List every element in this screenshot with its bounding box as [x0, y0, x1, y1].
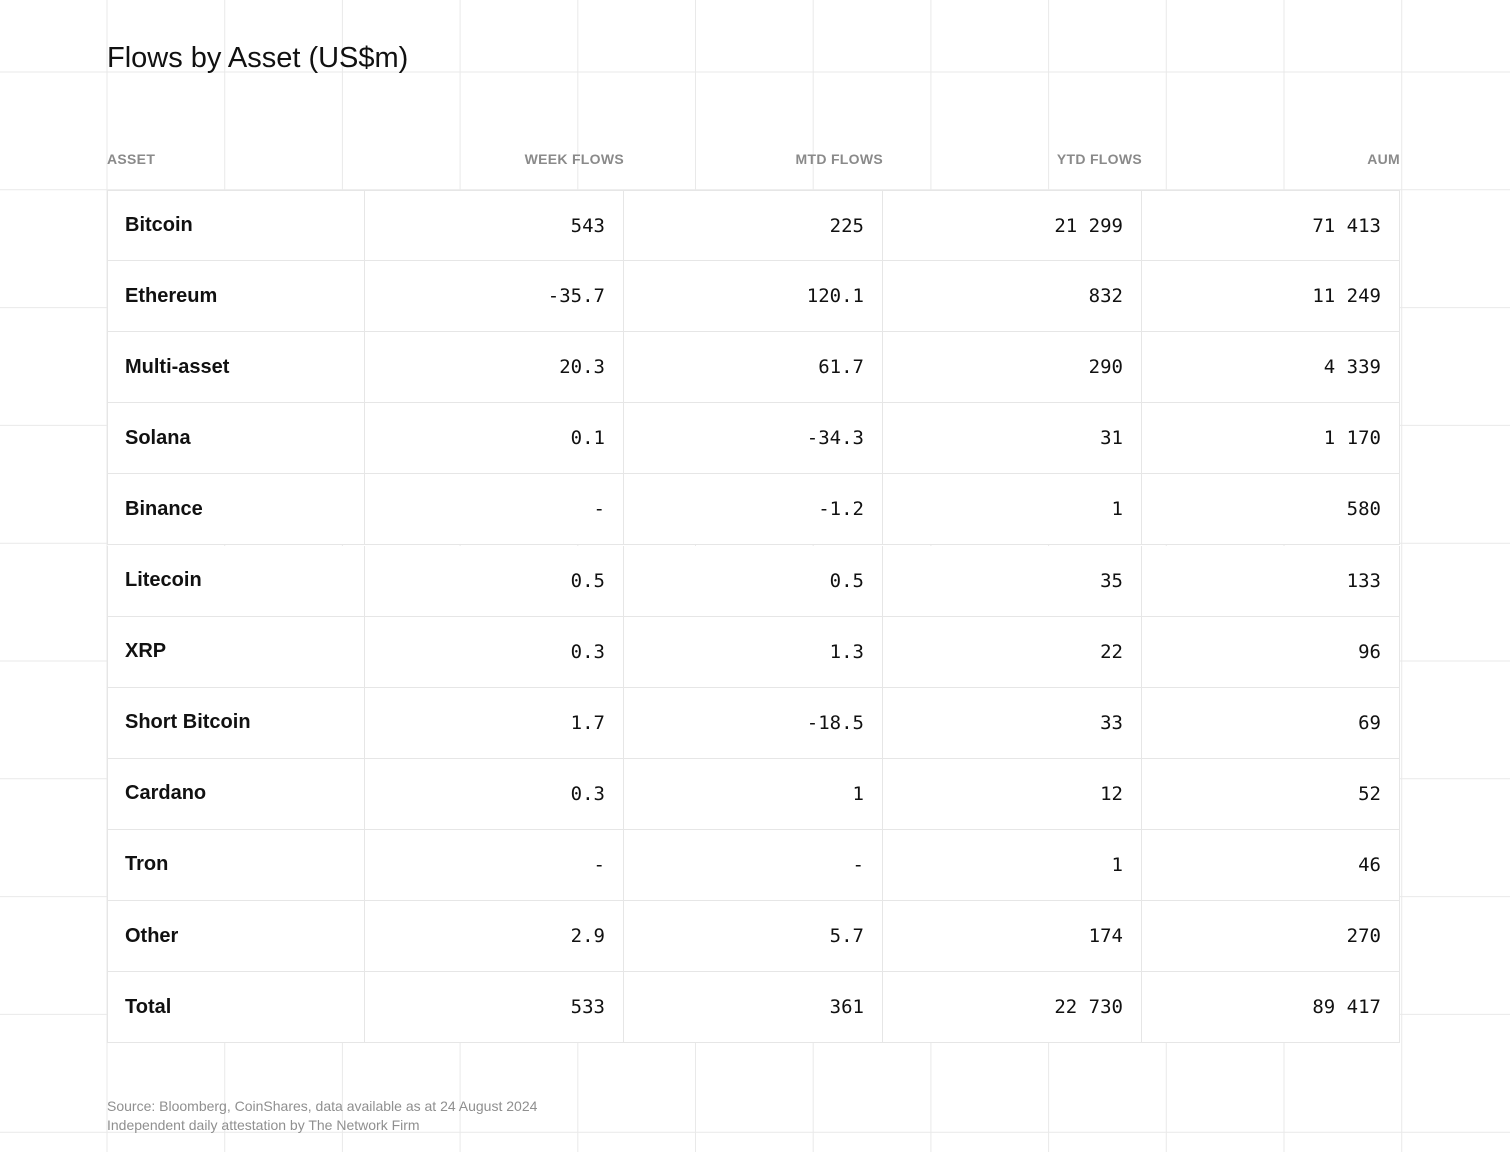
value-cell: 120.1 [624, 261, 883, 333]
value-cell: 0.3 [365, 758, 624, 830]
value-cell: 580 [1142, 474, 1400, 546]
value-cell: 46 [1142, 829, 1400, 901]
value-cell: 1 [883, 474, 1142, 546]
value-cell: -35.7 [365, 261, 624, 333]
value-cell: 0.3 [365, 616, 624, 688]
value-cell: 1 [883, 829, 1142, 901]
value-cell: 21 299 [883, 190, 1142, 262]
value-cell: 31 [883, 403, 1142, 475]
asset-name: Cardano [107, 758, 365, 830]
value-cell: 5.7 [624, 901, 883, 973]
value-cell: 832 [883, 261, 1142, 333]
value-cell: 11 249 [1142, 261, 1400, 333]
value-cell: 0.5 [365, 545, 624, 617]
value-cell: 22 730 [883, 972, 1142, 1044]
value-cell: 174 [883, 901, 1142, 973]
value-cell: 33 [883, 687, 1142, 759]
attestation-note: Independent daily attestation by The Net… [107, 1117, 420, 1133]
value-cell: - [365, 474, 624, 546]
value-cell: 290 [883, 332, 1142, 404]
source-note: Source: Bloomberg, CoinShares, data avai… [107, 1098, 538, 1114]
value-cell: 20.3 [365, 332, 624, 404]
value-cell: 22 [883, 616, 1142, 688]
asset-name: Other [107, 901, 365, 973]
value-cell: 533 [365, 972, 624, 1044]
column-header: YTD FLOWS [1056, 151, 1142, 167]
value-cell: 0.1 [365, 403, 624, 475]
column-header: WEEK FLOWS [524, 151, 624, 167]
value-cell: - [624, 829, 883, 901]
value-cell: 69 [1142, 687, 1400, 759]
value-cell: 361 [624, 972, 883, 1044]
asset-name: Bitcoin [107, 190, 365, 262]
value-cell: 1 [624, 758, 883, 830]
value-cell: -34.3 [624, 403, 883, 475]
asset-name: XRP [107, 616, 365, 688]
value-cell: 2.9 [365, 901, 624, 973]
asset-name: Multi-asset [107, 332, 365, 404]
value-cell: 1.3 [624, 616, 883, 688]
value-cell: 133 [1142, 545, 1400, 617]
column-header: MTD FLOWS [795, 151, 883, 167]
value-cell: 4 339 [1142, 332, 1400, 404]
value-cell: 61.7 [624, 332, 883, 404]
value-cell: 543 [365, 190, 624, 262]
value-cell: 1.7 [365, 687, 624, 759]
value-cell: 1 170 [1142, 403, 1400, 475]
asset-name: Binance [107, 474, 365, 546]
value-cell: 12 [883, 758, 1142, 830]
value-cell: -1.2 [624, 474, 883, 546]
value-cell: - [365, 829, 624, 901]
value-cell: -18.5 [624, 687, 883, 759]
column-header: ASSET [107, 151, 156, 167]
table-title: Flows by Asset (US$m) [107, 42, 409, 74]
asset-name: Total [107, 972, 365, 1044]
value-cell: 71 413 [1142, 190, 1400, 262]
value-cell: 52 [1142, 758, 1400, 830]
asset-name: Solana [107, 403, 365, 475]
value-cell: 35 [883, 545, 1142, 617]
asset-name: Ethereum [107, 261, 365, 333]
value-cell: 225 [624, 190, 883, 262]
asset-name: Litecoin [107, 545, 365, 617]
value-cell: 0.5 [624, 545, 883, 617]
asset-name: Tron [107, 829, 365, 901]
value-cell: 89 417 [1142, 972, 1400, 1044]
column-header: AUM [1367, 151, 1400, 167]
asset-name: Short Bitcoin [107, 687, 365, 759]
value-cell: 96 [1142, 616, 1400, 688]
value-cell: 270 [1142, 901, 1400, 973]
